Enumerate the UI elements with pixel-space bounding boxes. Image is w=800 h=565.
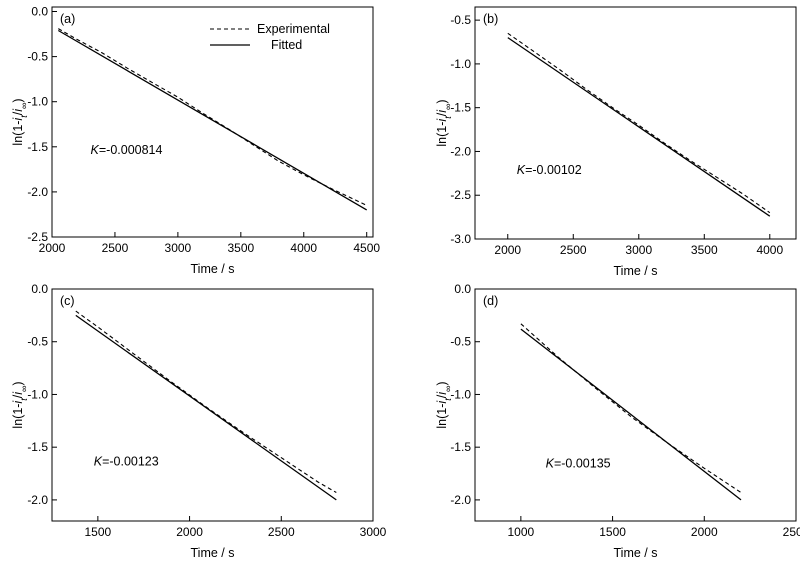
rate-constant-label: K=-0.00102 bbox=[517, 163, 582, 177]
x-tick-label: 2000 bbox=[494, 243, 521, 257]
legend-fitted-label: Fitted bbox=[271, 38, 302, 52]
y-tick-label: -1.5 bbox=[450, 440, 471, 454]
x-tick-label: 3500 bbox=[227, 241, 254, 255]
y-tick-label: -1.0 bbox=[27, 95, 48, 109]
y-tick-label: -2.0 bbox=[450, 144, 471, 158]
x-tick-label: 2500 bbox=[783, 525, 800, 539]
plot-frame bbox=[474, 6, 797, 240]
y-tick-label: -2.0 bbox=[27, 185, 48, 199]
y-axis-label: ln(1-it/i∞) bbox=[11, 381, 29, 428]
panel-label: (a) bbox=[60, 12, 75, 26]
x-tick-label: 2500 bbox=[560, 243, 587, 257]
panel-label: (c) bbox=[60, 294, 75, 308]
x-tick-label: 1500 bbox=[85, 525, 112, 539]
x-tick-label: 1500 bbox=[599, 525, 626, 539]
experimental-series-line bbox=[520, 323, 742, 493]
y-tick-label: -1.0 bbox=[450, 387, 471, 401]
x-tick-label: 3000 bbox=[165, 241, 192, 255]
rate-constant-label: K=-0.00135 bbox=[546, 457, 611, 471]
fitted-series-line bbox=[520, 328, 742, 501]
panel-label: (d) bbox=[483, 294, 498, 308]
legend: Experimental Fitted bbox=[210, 22, 330, 52]
x-tick-label: 3000 bbox=[625, 243, 652, 257]
x-tick-label: 2000 bbox=[176, 525, 203, 539]
fitted-series-line bbox=[57, 29, 368, 211]
x-tick-label: 1000 bbox=[508, 525, 535, 539]
y-axis-label: ln(1-it/i∞) bbox=[435, 99, 453, 146]
y-axis-label: ln(1-it/i∞) bbox=[435, 381, 453, 428]
chart-panel-a: 2000 2500 3000 3500 4000 4500 0.0 -0.5 -1.0 -1.5 -… bbox=[11, 5, 380, 276]
chart-panel-c: 1500 2000 2500 3000 0.0 -0.5 -1.0 -1.5 -2.0 Time … bbox=[11, 282, 387, 560]
x-axis-label: Time / s bbox=[191, 546, 235, 560]
x-tick-label: 3500 bbox=[691, 243, 718, 257]
y-tick-label: -2.5 bbox=[450, 188, 471, 202]
x-tick-label: 2000 bbox=[691, 525, 718, 539]
rate-constant-label: K=-0.000814 bbox=[91, 143, 163, 157]
y-tick-label: -2.0 bbox=[27, 493, 48, 507]
y-tick-label: -0.5 bbox=[27, 50, 48, 64]
x-tick-label: 4500 bbox=[353, 241, 380, 255]
y-tick-label: 0.0 bbox=[31, 5, 48, 19]
x-tick-label: 4000 bbox=[756, 243, 783, 257]
fitted-series-line bbox=[75, 314, 337, 501]
plot-frame bbox=[51, 288, 374, 522]
legend-experimental-label: Experimental bbox=[257, 22, 330, 36]
x-axis-label: Time / s bbox=[191, 262, 235, 276]
y-tick-label: -0.5 bbox=[450, 335, 471, 349]
rate-constant-label: K=-0.00123 bbox=[94, 454, 159, 468]
y-tick-label: -0.5 bbox=[27, 335, 48, 349]
fitted-series-line bbox=[507, 37, 771, 217]
x-axis-label: Time / s bbox=[614, 546, 658, 560]
x-axis-label: Time / s bbox=[614, 264, 658, 278]
y-tick-label: 0.0 bbox=[454, 282, 471, 296]
plot-frame bbox=[51, 6, 374, 238]
experimental-series-line bbox=[58, 28, 367, 206]
y-tick-label: -1.0 bbox=[27, 387, 48, 401]
y-tick-label: -0.5 bbox=[450, 13, 471, 27]
x-tick-label: 4000 bbox=[290, 241, 317, 255]
panel-label: (b) bbox=[483, 12, 498, 26]
y-tick-label: 0.0 bbox=[31, 282, 48, 296]
y-tick-label: -1.5 bbox=[450, 101, 471, 115]
plot-frame bbox=[474, 288, 797, 522]
y-tick-label: -1.5 bbox=[27, 440, 48, 454]
y-tick-label: -3.0 bbox=[450, 232, 471, 246]
y-axis-label: ln(1-it/i∞) bbox=[11, 98, 29, 145]
chart-panel-b: 2000 2500 3000 3500 4000 -0.5 -1.0 -1.5 -2.0 -2.5… bbox=[435, 6, 797, 278]
y-tick-label: -2.5 bbox=[27, 230, 48, 244]
x-tick-label: 3000 bbox=[360, 525, 387, 539]
experimental-series-line bbox=[507, 32, 771, 214]
y-tick-label: -1.5 bbox=[27, 140, 48, 154]
x-tick-label: 2500 bbox=[102, 241, 129, 255]
x-tick-label: 2500 bbox=[268, 525, 295, 539]
y-tick-label: -1.0 bbox=[450, 57, 471, 71]
chart-panel-d: 1000 1500 2000 2500 0.0 -0.5 -1.0 -1.5 -2.0 Time … bbox=[435, 282, 800, 560]
x-tick-label: 2000 bbox=[39, 241, 66, 255]
y-tick-label: -2.0 bbox=[450, 493, 471, 507]
